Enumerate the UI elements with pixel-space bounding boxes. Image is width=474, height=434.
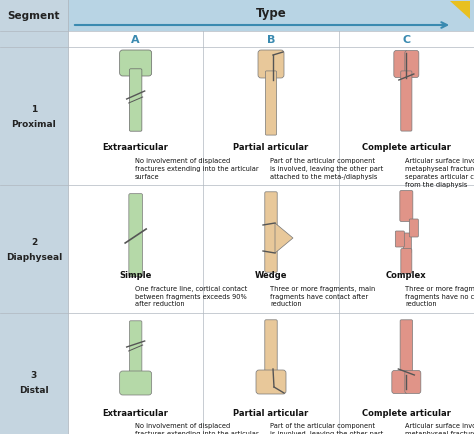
FancyBboxPatch shape bbox=[129, 69, 142, 132]
Text: Extraarticular: Extraarticular bbox=[103, 408, 169, 417]
Text: Extraarticular: Extraarticular bbox=[103, 142, 169, 151]
FancyBboxPatch shape bbox=[119, 51, 152, 77]
FancyBboxPatch shape bbox=[265, 320, 277, 375]
FancyBboxPatch shape bbox=[129, 321, 142, 375]
FancyBboxPatch shape bbox=[256, 370, 286, 394]
Text: Articular surface involved,
metaphyseal fracture completely
separates articular : Articular surface involved, metaphyseal … bbox=[405, 422, 474, 434]
Text: Complete articular: Complete articular bbox=[362, 142, 451, 151]
FancyBboxPatch shape bbox=[265, 192, 277, 273]
Text: Three or more fragments, main
fragments have no contact after
reduction: Three or more fragments, main fragments … bbox=[405, 285, 474, 307]
FancyBboxPatch shape bbox=[392, 371, 408, 394]
Text: 1: 1 bbox=[31, 105, 37, 114]
Text: 2: 2 bbox=[31, 237, 37, 247]
Text: One fracture line, cortical contact
between fragments exceeds 90%
after reductio: One fracture line, cortical contact betw… bbox=[135, 285, 247, 307]
FancyBboxPatch shape bbox=[405, 51, 419, 78]
Text: Type: Type bbox=[255, 7, 286, 20]
Text: Proximal: Proximal bbox=[12, 120, 56, 129]
Polygon shape bbox=[275, 224, 293, 253]
Bar bbox=[0, 0, 68, 434]
Text: A: A bbox=[131, 35, 140, 45]
FancyBboxPatch shape bbox=[129, 194, 143, 277]
Bar bbox=[0, 0, 474, 32]
Text: Distal: Distal bbox=[19, 385, 49, 394]
Text: Diaphyseal: Diaphyseal bbox=[6, 253, 62, 261]
Bar bbox=[68, 313, 474, 434]
FancyBboxPatch shape bbox=[405, 371, 421, 394]
Text: No involvement of displaced
fractures extending into the articular
surface: No involvement of displaced fractures ex… bbox=[135, 158, 258, 180]
Text: Part of the articular component
is involved, leaving the other part
attached to : Part of the articular component is invol… bbox=[270, 422, 383, 434]
FancyBboxPatch shape bbox=[400, 191, 413, 222]
FancyBboxPatch shape bbox=[403, 233, 411, 253]
Text: C: C bbox=[402, 35, 410, 45]
FancyBboxPatch shape bbox=[258, 51, 284, 79]
FancyBboxPatch shape bbox=[400, 320, 412, 375]
Bar bbox=[68, 186, 474, 313]
Text: Simple: Simple bbox=[119, 270, 152, 279]
FancyBboxPatch shape bbox=[394, 51, 408, 78]
Text: Part of the articular component
is involved, leaving the other part
attached to : Part of the articular component is invol… bbox=[270, 158, 383, 180]
Text: Complex: Complex bbox=[386, 270, 427, 279]
Polygon shape bbox=[450, 2, 470, 20]
Text: Segment: Segment bbox=[8, 11, 60, 21]
Text: B: B bbox=[267, 35, 275, 45]
Bar bbox=[68, 48, 474, 186]
FancyBboxPatch shape bbox=[410, 220, 419, 237]
Text: No involvement of displaced
fractures extending into the articular
surface: No involvement of displaced fractures ex… bbox=[135, 422, 258, 434]
Text: Partial articular: Partial articular bbox=[233, 408, 309, 417]
Text: Complete articular: Complete articular bbox=[362, 408, 451, 417]
FancyBboxPatch shape bbox=[401, 249, 412, 274]
Bar bbox=[68, 32, 474, 48]
Text: 3: 3 bbox=[31, 370, 37, 379]
FancyBboxPatch shape bbox=[265, 72, 277, 136]
Text: Wedge: Wedge bbox=[255, 270, 287, 279]
FancyBboxPatch shape bbox=[395, 231, 404, 247]
Text: Articular surface involved,
metaphyseal fracture completely
separates articular : Articular surface involved, metaphyseal … bbox=[405, 158, 474, 187]
Text: Three or more fragments, main
fragments have contact after
reduction: Three or more fragments, main fragments … bbox=[270, 285, 375, 307]
FancyBboxPatch shape bbox=[119, 371, 152, 395]
FancyBboxPatch shape bbox=[401, 72, 412, 132]
Text: Partial articular: Partial articular bbox=[233, 142, 309, 151]
